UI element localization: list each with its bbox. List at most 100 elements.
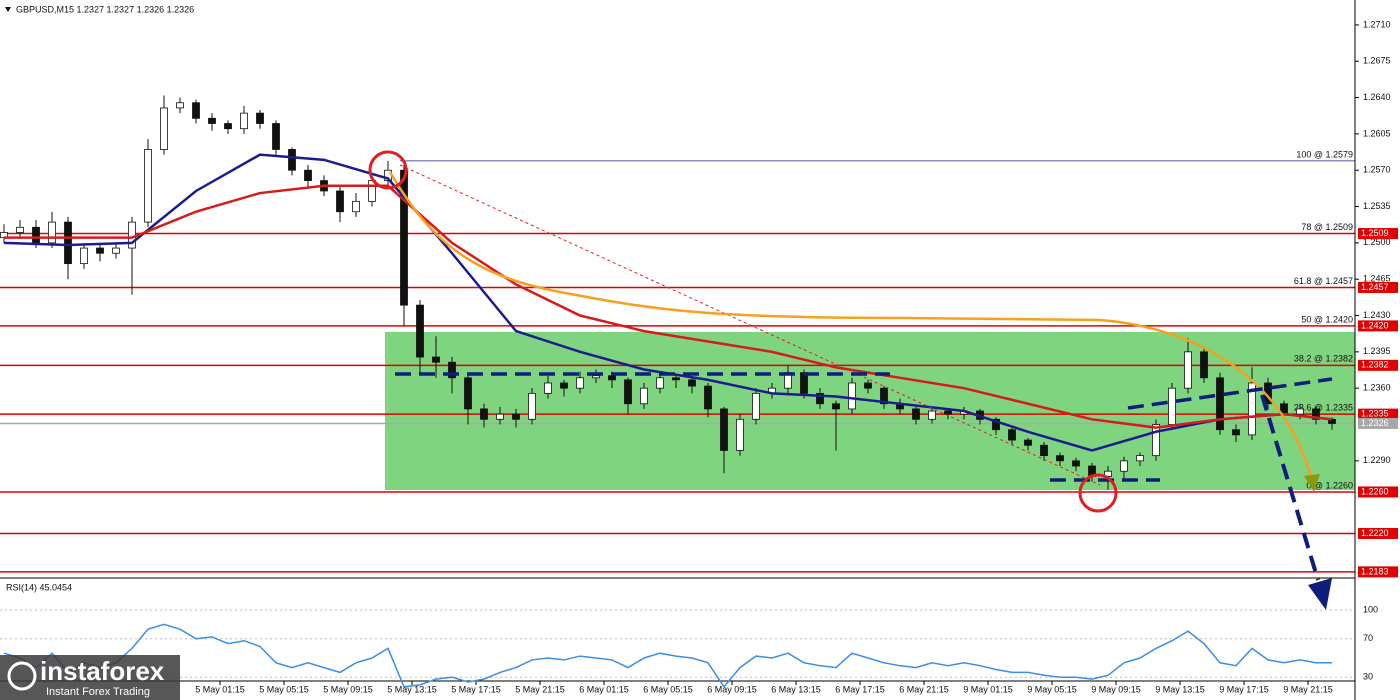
candle-body: [448, 361, 456, 379]
candle-body: [528, 392, 536, 420]
candle-body: [144, 149, 152, 223]
candle-body: [576, 377, 584, 389]
candle-body: [1168, 387, 1176, 425]
circle-marker: [368, 150, 408, 190]
candle-body: [560, 382, 568, 389]
candle-body: [944, 410, 952, 415]
candle-body: [64, 221, 72, 265]
logo: [7, 661, 37, 691]
forecast-arrow: [1260, 394, 1320, 581]
candle-body: [96, 247, 104, 254]
candle-body: [992, 418, 1000, 431]
level-box: [1358, 228, 1398, 240]
candle-body: [1200, 351, 1208, 379]
candle-body: [16, 226, 24, 233]
candle-body: [224, 123, 232, 130]
candle-body: [480, 408, 488, 420]
level-box: [1358, 359, 1398, 371]
projection-curve: [388, 171, 1314, 481]
range-zone: [385, 332, 1355, 490]
level-box: [1358, 408, 1398, 420]
y-tick-label: 1.2605: [1363, 128, 1391, 138]
rsi-tick-label: 70: [1363, 633, 1373, 643]
y-tick-label: 1.2570: [1363, 165, 1391, 175]
candle-body: [832, 403, 840, 410]
candle-body: [1232, 429, 1240, 436]
level-label: 1.2509: [1361, 228, 1389, 238]
rsi-tick-label: 30: [1363, 672, 1373, 682]
candle-body: [32, 226, 40, 244]
menu-arrow: [5, 7, 11, 12]
candle-body: [160, 107, 168, 150]
candle-body: [48, 221, 56, 244]
fib-label: 61.8 @ 1.2457: [1294, 276, 1353, 286]
arrow-head: [1308, 578, 1332, 610]
rsi-title: RSI(14) 45.0454: [6, 582, 72, 592]
level-label: 1.2183: [1361, 566, 1389, 576]
candle-body: [1312, 408, 1320, 420]
candle-body: [1152, 424, 1160, 457]
level-label: 1.2382: [1361, 360, 1389, 370]
candle-body: [688, 379, 696, 387]
circle-marker: [1078, 473, 1118, 513]
x-tick-label: 5 May 13:15: [387, 684, 437, 694]
candle-body: [256, 112, 264, 124]
candle-body: [864, 382, 872, 389]
candle-body: [816, 392, 824, 405]
candle-body: [352, 200, 360, 213]
x-tick-label: 9 May 09:15: [1091, 684, 1141, 694]
candle-body: [704, 385, 712, 410]
y-tick-label: 1.2535: [1363, 201, 1391, 211]
arrow-head: [1304, 474, 1320, 492]
level-label: 1.2457: [1361, 282, 1389, 292]
x-tick-label: 6 May 09:15: [707, 684, 757, 694]
candle-body: [1072, 460, 1080, 467]
candle-body: [624, 379, 632, 405]
candle-body: [208, 117, 216, 124]
y-tick-label: 1.2640: [1363, 92, 1391, 102]
rsi-line: [3, 623, 1332, 689]
level-label: 1.2260: [1361, 486, 1389, 496]
x-tick-label: 9 May 17:15: [1219, 684, 1269, 694]
candle-body: [1024, 439, 1032, 446]
y-tick-label: 1.2465: [1363, 274, 1391, 284]
level-box: [1358, 417, 1398, 429]
level-label: 1.2420: [1361, 320, 1389, 330]
candle-body: [1296, 408, 1304, 415]
level-box: [1358, 282, 1398, 293]
annotations: [368, 150, 1333, 610]
x-tick-label: 5 May 21:15: [515, 684, 565, 694]
fib-label: 38.2 @ 1.2382: [1294, 354, 1353, 364]
candle-body: [928, 410, 936, 420]
candle-body: [1040, 444, 1048, 457]
candle-body: [752, 392, 760, 420]
candle-body: [544, 382, 552, 394]
candle-body: [1008, 429, 1016, 441]
candle-body: [608, 375, 616, 381]
level-box: [1358, 486, 1398, 498]
candle-body: [672, 377, 680, 381]
level-label: 1.2335: [1361, 408, 1389, 418]
candle-body: [1216, 377, 1224, 431]
y-tick-label: 1.2395: [1363, 346, 1391, 356]
x-tick-label: 6 May 05:15: [643, 684, 693, 694]
tagline: Instant Forex Trading: [46, 686, 150, 698]
candle-body: [272, 123, 280, 150]
candle-body: [112, 247, 120, 254]
trend-dotted: [399, 164, 1101, 486]
candle-body: [880, 387, 888, 405]
fib-label: 0 @ 1.2260: [1306, 480, 1353, 490]
x-tick-label: 9 May 01:15: [963, 684, 1013, 694]
candle-body: [912, 408, 920, 420]
moving-average: [4, 184, 1333, 429]
candle-body: [304, 169, 312, 181]
level-label: 1.2326: [1361, 418, 1389, 428]
candle-body: [240, 112, 248, 130]
watermark: instaforex Instant Forex Trading: [0, 655, 180, 700]
y-tick-label: 1.2360: [1363, 383, 1391, 393]
y-tick-label: 1.2500: [1363, 237, 1391, 247]
candle-body: [736, 418, 744, 451]
candle-body: [416, 304, 424, 358]
